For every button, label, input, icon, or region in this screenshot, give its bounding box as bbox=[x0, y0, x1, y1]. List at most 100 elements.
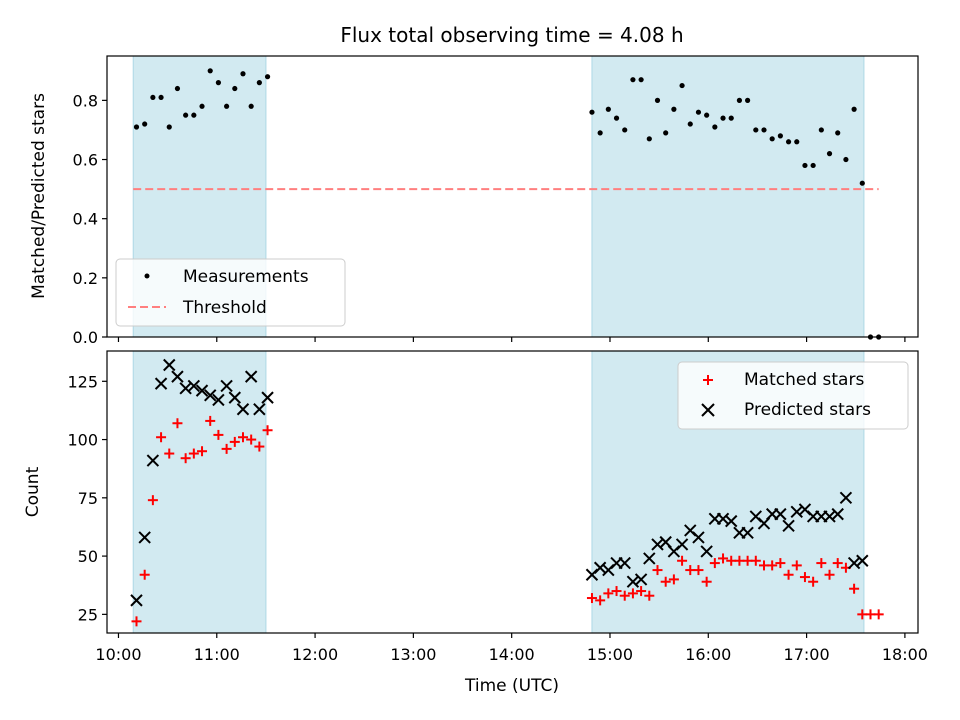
predicted-point-50 bbox=[856, 554, 869, 567]
x-tick-label-0: 10:00 bbox=[95, 645, 141, 664]
measurement-point-42 bbox=[794, 139, 800, 145]
matched-point-1 bbox=[139, 569, 150, 580]
predicted-point-9 bbox=[204, 389, 217, 402]
predicted-point-22 bbox=[626, 575, 640, 588]
measurement-point-31 bbox=[704, 112, 710, 118]
predicted-point-1 bbox=[138, 531, 151, 544]
predicted-point-46 bbox=[823, 510, 836, 523]
matched-point-9 bbox=[205, 415, 216, 426]
predicted-point-23 bbox=[634, 573, 648, 586]
top-legend: Measurements Threshold bbox=[115, 258, 346, 327]
measurement-points bbox=[133, 68, 882, 340]
top-y-tick-label-0: 0.0 bbox=[73, 328, 98, 347]
top-observing-bands bbox=[132, 55, 865, 338]
top-band-1 bbox=[591, 55, 865, 338]
chart-title: Flux total observing time = 4.08 h bbox=[340, 23, 683, 47]
matched-point-18 bbox=[595, 595, 606, 606]
measurement-point-44 bbox=[810, 162, 816, 169]
legend-label-threshold: Threshold bbox=[182, 298, 267, 318]
measurement-point-35 bbox=[736, 97, 743, 103]
top-y-tick-label-3: 0.6 bbox=[73, 151, 98, 170]
matched-point-41 bbox=[783, 569, 794, 580]
predicted-point-30 bbox=[692, 531, 705, 544]
predicted-point-36 bbox=[741, 526, 754, 539]
predicted-point-21 bbox=[618, 556, 631, 570]
measurement-point-8 bbox=[199, 103, 205, 109]
bot-band-0 bbox=[132, 350, 267, 634]
matched-point-46 bbox=[824, 569, 835, 580]
measurement-point-13 bbox=[240, 71, 246, 77]
matched-point-13 bbox=[237, 432, 248, 443]
matched-point-20 bbox=[611, 586, 622, 597]
matched-point-27 bbox=[668, 574, 679, 585]
matched-point-31 bbox=[701, 576, 712, 587]
matched-point-52 bbox=[873, 609, 884, 620]
measurement-point-9 bbox=[207, 68, 213, 74]
predicted-point-13 bbox=[236, 403, 250, 416]
measurement-point-46 bbox=[826, 151, 833, 157]
measurement-point-17 bbox=[589, 109, 595, 115]
measurement-point-6 bbox=[183, 112, 189, 118]
matched-point-0 bbox=[131, 616, 142, 627]
matched-point-45 bbox=[816, 558, 827, 569]
bot-y-tick-label-4: 125 bbox=[67, 372, 98, 391]
matched-point-11 bbox=[221, 443, 232, 454]
measurement-point-40 bbox=[777, 133, 783, 139]
measurement-point-0 bbox=[133, 124, 140, 130]
matched-point-43 bbox=[799, 572, 810, 583]
predicted-point-14 bbox=[244, 370, 258, 383]
top-y-ticks: 0.0 0.2 0.4 0.6 0.8 bbox=[73, 91, 107, 347]
measurement-point-41 bbox=[785, 139, 792, 145]
measurement-point-43 bbox=[802, 162, 808, 169]
measurement-point-22 bbox=[630, 77, 636, 83]
measurement-point-19 bbox=[605, 106, 611, 112]
measurement-point-14 bbox=[248, 103, 254, 109]
matched-point-17 bbox=[586, 593, 597, 604]
measurement-point-4 bbox=[166, 124, 172, 130]
predicted-point-15 bbox=[253, 403, 266, 416]
count-points bbox=[130, 358, 884, 627]
predicted-point-48 bbox=[839, 491, 853, 505]
legend-label-predicted: Predicted stars bbox=[744, 400, 871, 420]
measurement-point-3 bbox=[158, 94, 164, 101]
bottom-y-ticks: 25 50 75 100 125 bbox=[67, 372, 107, 624]
top-y-axis-label: Matched/Predicted stars bbox=[29, 93, 49, 299]
matched-point-42 bbox=[791, 560, 802, 571]
x-axis-label: Time (UTC) bbox=[464, 676, 559, 696]
measurement-point-11 bbox=[224, 103, 230, 109]
bottom-y-axis-label: Count bbox=[23, 466, 43, 517]
measurement-point-34 bbox=[728, 115, 734, 121]
measurement-point-38 bbox=[761, 127, 767, 133]
predicted-point-41 bbox=[782, 519, 795, 533]
matched-point-15 bbox=[254, 441, 265, 452]
predicted-point-42 bbox=[790, 505, 803, 519]
bot-y-tick-label-2: 75 bbox=[78, 489, 98, 508]
x-tick-label-7: 17:00 bbox=[784, 645, 830, 664]
measurement-point-26 bbox=[663, 130, 669, 136]
matched-point-7 bbox=[188, 448, 199, 459]
matched-point-6 bbox=[180, 453, 191, 464]
measurement-point-1 bbox=[142, 121, 148, 127]
matched-point-39 bbox=[767, 560, 778, 571]
matched-point-21 bbox=[619, 590, 630, 601]
predicted-point-16 bbox=[261, 391, 274, 404]
matched-point-26 bbox=[660, 576, 671, 587]
predicted-point-7 bbox=[187, 379, 201, 393]
matched-point-37 bbox=[750, 555, 761, 566]
predicted-point-8 bbox=[195, 384, 209, 397]
matched-point-14 bbox=[246, 434, 257, 445]
x-tick-label-8: 18:00 bbox=[882, 645, 928, 664]
matched-point-47 bbox=[832, 558, 843, 569]
legend-marker-matched bbox=[703, 375, 713, 385]
bottom-x-ticks: 10:00 11:00 12:00 13:00 14:00 15:00 16:00 17:00… bbox=[95, 633, 928, 664]
measurement-point-21 bbox=[622, 127, 628, 133]
measurement-point-45 bbox=[818, 127, 824, 133]
predicted-point-11 bbox=[220, 379, 233, 393]
matched-point-19 bbox=[603, 588, 614, 599]
top-y-tick-label-1: 0.2 bbox=[73, 269, 98, 288]
measurement-point-16 bbox=[264, 74, 271, 80]
measurement-point-48 bbox=[843, 156, 849, 163]
predicted-point-12 bbox=[228, 391, 242, 404]
measurement-point-33 bbox=[720, 115, 726, 121]
